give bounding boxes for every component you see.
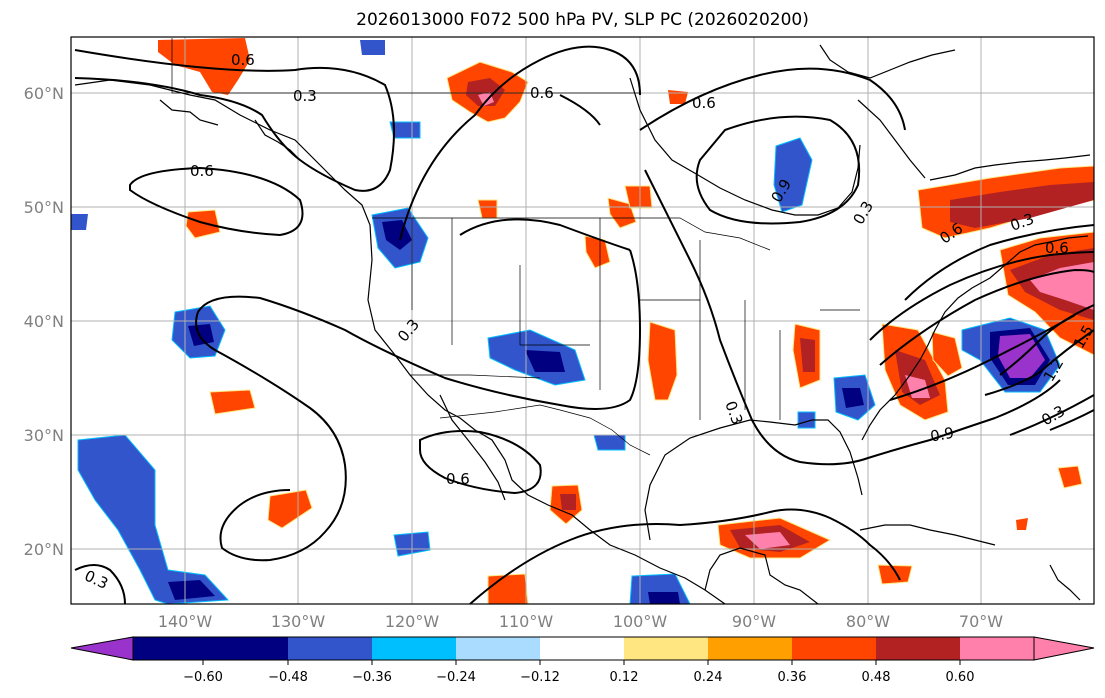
colorbar-swatch	[456, 637, 540, 660]
contour-label: 0.6	[692, 94, 716, 112]
colorbar-frame	[132, 636, 1035, 661]
colorbar-tick-label: −0.24	[436, 670, 476, 685]
slp-pc-contours	[74, 45, 1094, 604]
political-boundaries	[171, 38, 860, 456]
lon-label-140w: 140°W	[158, 612, 213, 631]
colorbar-tick-label: 0.24	[694, 670, 723, 685]
pv-colorbar: −0.60 −0.48 −0.36 −0.24 −0.12 0.12 0.24 …	[70, 636, 1095, 685]
lon-label-120w: 120°W	[385, 612, 440, 631]
lon-label-130w: 130°W	[271, 612, 326, 631]
lat-label-40n: 40°N	[24, 312, 64, 331]
colorbar-swatch	[792, 637, 876, 660]
map-frame	[70, 36, 1095, 605]
colorbar-swatch	[540, 637, 624, 660]
contour-label: 0.6	[231, 51, 255, 69]
colorbar-tick-label: 0.60	[946, 670, 975, 685]
colorbar-swatch	[708, 637, 792, 660]
lon-label-90w: 90°W	[732, 612, 776, 631]
colorbar-tick-label: 0.12	[610, 670, 639, 685]
contour-label: 0.3	[721, 399, 746, 428]
colorbar-swatch	[133, 637, 218, 660]
colorbar-tick-label: −0.12	[520, 670, 560, 685]
lon-label-110w: 110°W	[499, 612, 554, 631]
colorbar-tick-label: 0.48	[862, 670, 891, 685]
contour-label: 0.3	[82, 567, 111, 593]
pv-negative-shading	[71, 40, 1061, 604]
colorbar-swatch	[218, 637, 303, 660]
coastlines-and-borders	[74, 44, 1091, 604]
contour-label: 0.3	[850, 198, 878, 228]
latitude-labels: 60°N 50°N 40°N 30°N 20°N	[24, 84, 64, 559]
longitude-labels: 140°W 130°W 120°W 110°W 100°W 90°W 80°W …	[158, 612, 1003, 631]
colorbar-tick-label: −0.48	[268, 670, 308, 685]
colorbar-swatch	[876, 637, 960, 660]
colorbar-tick-label: −0.36	[352, 670, 392, 685]
lon-label-80w: 80°W	[846, 612, 890, 631]
lat-label-20n: 20°N	[24, 540, 64, 559]
colorbar-swatch	[624, 637, 708, 660]
colorbar-lower-extend	[70, 636, 134, 661]
contour-label: 0.6	[446, 470, 470, 488]
colorbar-swatch	[960, 637, 1034, 660]
contour-label: 0.3	[394, 316, 423, 346]
lat-label-30n: 30°N	[24, 426, 64, 445]
colorbar-upper-extend	[1033, 636, 1095, 661]
colorbar-tick-label: −0.60	[183, 670, 223, 685]
colorbar-swatch	[288, 637, 372, 660]
colorbar-tick-label: 0.36	[778, 670, 807, 685]
lat-label-50n: 50°N	[24, 198, 64, 217]
contour-label: 0.6	[190, 162, 214, 180]
pv-positive-shading	[158, 38, 1094, 604]
contour-label: 0.6	[530, 84, 554, 102]
lon-label-100w: 100°W	[613, 612, 668, 631]
contour-label: 0.3	[293, 87, 317, 105]
lat-label-60n: 60°N	[24, 84, 64, 103]
lon-label-70w: 70°W	[959, 612, 1003, 631]
contour-label: 0.9	[929, 424, 956, 446]
colorbar-swatch	[372, 637, 456, 660]
contour-label: 0.6	[1045, 239, 1069, 257]
map-title: 2026013000 F072 500 hPa PV, SLP PC (2026…	[356, 10, 809, 30]
